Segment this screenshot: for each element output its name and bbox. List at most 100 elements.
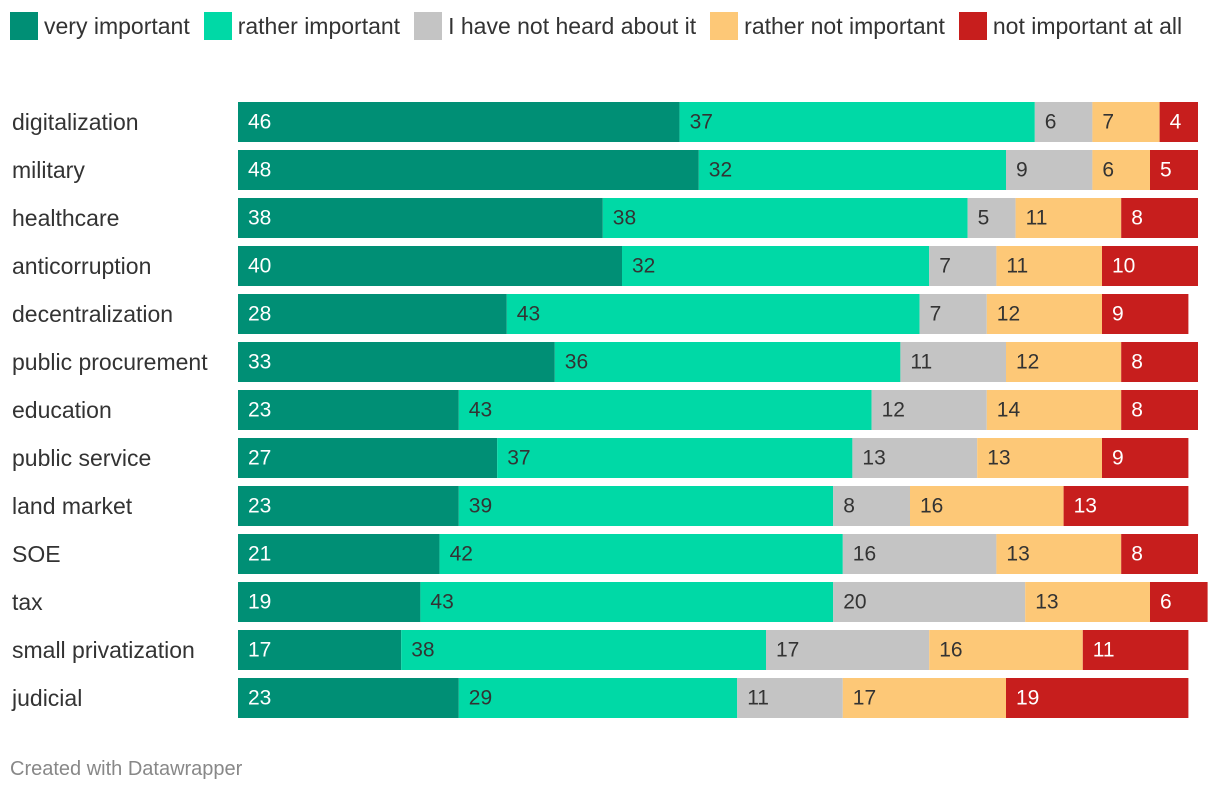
category-label-land-market: land market <box>12 493 133 519</box>
value-label-healthcare-i-have-not-heard-about-it: 5 <box>978 207 990 230</box>
value-label-digitalization-rather-not-important: 7 <box>1102 111 1114 134</box>
value-label-land-market-i-have-not-heard-about-it: 8 <box>843 495 855 518</box>
bar-segment-tax-very-important <box>238 582 421 622</box>
value-label-education-i-have-not-heard-about-it: 12 <box>882 399 905 422</box>
value-label-public-service-very-important: 27 <box>248 447 271 470</box>
legend-swatch <box>203 12 232 40</box>
bar-segment-soe-rather-not-important <box>996 534 1122 574</box>
category-label-soe: SOE <box>12 541 61 567</box>
credit-footer: Created with Datawrapper <box>10 758 243 780</box>
value-label-decentralization-rather-important: 43 <box>517 303 540 326</box>
bar-segment-tax-rather-important <box>420 582 834 622</box>
category-label-healthcare: healthcare <box>12 205 119 231</box>
value-label-small-privatization-i-have-not-heard-about-it: 17 <box>776 639 799 662</box>
value-label-military-not-important-at-all: 5 <box>1160 159 1172 182</box>
category-label-public-procurement: public procurement <box>12 349 208 375</box>
bar-segment-small-privatization-rather-not-important <box>929 630 1083 670</box>
legend-label: I have not heard about it <box>448 13 697 39</box>
bar-segment-military-i-have-not-heard-about-it <box>1006 150 1093 190</box>
value-label-decentralization-not-important-at-all: 9 <box>1112 303 1124 326</box>
value-label-digitalization-rather-important: 37 <box>690 111 713 134</box>
bar-segment-land-market-not-important-at-all <box>1063 486 1189 526</box>
category-label-anticorruption: anticorruption <box>12 253 151 279</box>
legend-swatch <box>10 12 38 40</box>
value-label-military-rather-not-important: 6 <box>1102 159 1114 182</box>
bar-segment-education-rather-important <box>458 390 872 430</box>
bar-segment-public-procurement-not-important-at-all <box>1121 342 1198 382</box>
value-label-education-very-important: 23 <box>248 399 271 422</box>
value-label-judicial-rather-not-important: 17 <box>853 687 876 710</box>
value-label-land-market-very-important: 23 <box>248 495 271 518</box>
legend-item-not-important-at-all: not important at all <box>958 8 1182 44</box>
legend-label: rather not important <box>744 13 945 39</box>
bar-segment-public-procurement-rather-not-important <box>1006 342 1122 382</box>
value-label-healthcare-rather-not-important: 11 <box>1026 207 1048 230</box>
bar-segment-healthcare-very-important <box>238 198 603 238</box>
legend-label: very important <box>44 13 190 39</box>
bar-segment-public-procurement-rather-important <box>554 342 901 382</box>
value-label-soe-i-have-not-heard-about-it: 16 <box>853 543 876 566</box>
legend-swatch <box>414 12 443 40</box>
bar-segment-tax-not-important-at-all <box>1150 582 1208 622</box>
bar-segment-small-privatization-i-have-not-heard-about-it <box>766 630 930 670</box>
value-label-small-privatization-rather-not-important: 16 <box>939 639 962 662</box>
bar-segment-digitalization-not-important-at-all <box>1159 102 1198 142</box>
bar-segment-public-service-rather-important <box>497 438 853 478</box>
value-label-judicial-i-have-not-heard-about-it: 11 <box>747 687 769 710</box>
value-label-military-rather-important: 32 <box>709 159 732 182</box>
value-label-judicial-very-important: 23 <box>248 687 271 710</box>
value-label-tax-very-important: 19 <box>248 591 271 614</box>
legend-item-rather-important: rather important <box>203 8 400 44</box>
value-label-healthcare-not-important-at-all: 8 <box>1131 207 1143 230</box>
value-label-tax-rather-important: 43 <box>430 591 453 614</box>
value-label-public-procurement-rather-not-important: 12 <box>1016 351 1039 374</box>
bar-segment-public-service-i-have-not-heard-about-it <box>852 438 978 478</box>
bar-segment-healthcare-rather-important <box>602 198 968 238</box>
bar-segment-decentralization-rather-important <box>506 294 920 334</box>
bar-segment-judicial-i-have-not-heard-about-it <box>737 678 843 718</box>
value-label-judicial-not-important-at-all: 19 <box>1016 687 1039 710</box>
value-label-public-service-rather-important: 37 <box>507 447 530 470</box>
bar-segment-land-market-i-have-not-heard-about-it <box>833 486 910 526</box>
bar-segment-digitalization-rather-important <box>679 102 1035 142</box>
bar-segment-public-service-very-important <box>238 438 498 478</box>
bar-segment-land-market-very-important <box>238 486 459 526</box>
bar-segment-anticorruption-rather-important <box>622 246 930 286</box>
category-label-judicial: judicial <box>11 685 82 711</box>
category-label-small-privatization: small privatization <box>12 637 195 663</box>
chart-legend: very important rather important I have not… <box>10 8 1215 44</box>
value-label-judicial-rather-important: 29 <box>469 687 492 710</box>
category-label-digitalization: digitalization <box>12 109 139 135</box>
value-label-anticorruption-i-have-not-heard-about-it: 7 <box>939 255 951 278</box>
bar-segment-digitalization-very-important <box>238 102 680 142</box>
value-label-anticorruption-rather-not-important: 11 <box>1006 255 1028 278</box>
value-label-public-procurement-i-have-not-heard-about-it: 11 <box>910 351 932 374</box>
bar-segment-education-i-have-not-heard-about-it <box>871 390 987 430</box>
value-label-anticorruption-not-important-at-all: 10 <box>1112 255 1135 278</box>
bar-segment-military-not-important-at-all <box>1150 150 1198 190</box>
value-label-small-privatization-rather-important: 38 <box>411 639 434 662</box>
legend-item-i-have-not-heard-about-it: I have not heard about it <box>414 8 696 44</box>
value-label-soe-not-important-at-all: 8 <box>1131 543 1143 566</box>
value-label-small-privatization-very-important: 17 <box>248 639 271 662</box>
category-label-tax: tax <box>12 589 43 615</box>
bar-segment-healthcare-rather-not-important <box>1015 198 1122 238</box>
value-label-healthcare-very-important: 38 <box>248 207 271 230</box>
bar-segment-digitalization-rather-not-important <box>1092 102 1160 142</box>
value-label-military-i-have-not-heard-about-it: 9 <box>1016 159 1028 182</box>
bar-segment-digitalization-i-have-not-heard-about-it <box>1034 102 1093 142</box>
bar-segment-military-very-important <box>238 150 699 190</box>
value-label-public-service-i-have-not-heard-about-it: 13 <box>862 447 885 470</box>
bar-segment-judicial-rather-not-important <box>842 678 1006 718</box>
bar-segment-judicial-not-important-at-all <box>1006 678 1189 718</box>
bar-segment-small-privatization-rather-important <box>401 630 766 670</box>
value-label-soe-rather-important: 42 <box>450 543 473 566</box>
value-label-public-procurement-very-important: 33 <box>248 351 271 374</box>
bar-segment-public-service-not-important-at-all <box>1102 438 1189 478</box>
value-label-soe-very-important: 21 <box>248 543 271 566</box>
value-label-land-market-rather-not-important: 16 <box>920 495 943 518</box>
value-label-public-procurement-not-important-at-all: 8 <box>1131 351 1143 374</box>
bar-segment-small-privatization-very-important <box>238 630 402 670</box>
bar-segment-judicial-very-important <box>238 678 459 718</box>
